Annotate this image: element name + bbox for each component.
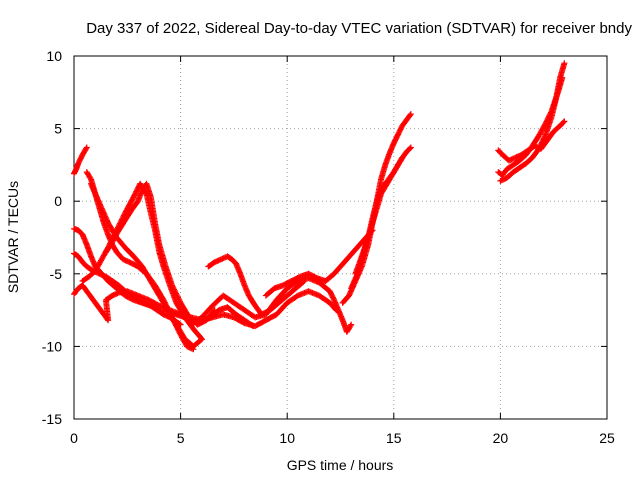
data-point: [116, 220, 123, 227]
data-point: [561, 60, 568, 67]
data-point: [407, 112, 414, 119]
data-point: [398, 155, 405, 162]
series-s1: [71, 144, 90, 177]
data-point: [399, 154, 406, 161]
series-s8: [79, 180, 205, 343]
plot-frame: [73, 55, 608, 420]
data-point: [106, 241, 113, 248]
data-point: [113, 227, 120, 234]
chart-title: Day 337 of 2022, Sidereal Day-to-day VTE…: [86, 20, 632, 37]
data-point: [130, 193, 137, 200]
x-tick-label: 15: [386, 430, 402, 446]
data-point: [134, 186, 141, 193]
data-point: [537, 143, 544, 150]
data-point: [407, 111, 414, 118]
data-point: [538, 139, 545, 146]
data-point: [347, 322, 354, 329]
data-point: [133, 187, 140, 194]
data-point: [114, 224, 121, 231]
y-axis-label: SDTVAR / TECUs: [5, 181, 21, 293]
data-point: [120, 213, 127, 220]
y-tick-label: 10: [46, 48, 62, 64]
x-tick-label: 20: [493, 430, 509, 446]
data-point: [104, 245, 111, 252]
data-point: [109, 236, 116, 243]
data-point: [211, 307, 218, 314]
data-point: [83, 144, 90, 151]
data-point: [114, 225, 121, 232]
series-s14: [352, 154, 406, 277]
data-point: [131, 191, 138, 198]
data-point: [210, 308, 217, 315]
data-point: [105, 243, 112, 250]
data-point: [407, 145, 414, 152]
series-s4: [71, 282, 340, 330]
y-tick-label: -15: [42, 411, 62, 427]
data-point: [198, 336, 205, 343]
data-point: [133, 188, 140, 195]
x-axis: 0 5 10 15 20 25: [70, 56, 615, 446]
y-axis: -15 -10 -5 0 5 10: [42, 48, 607, 427]
data-point: [108, 237, 115, 244]
data-point: [132, 189, 139, 196]
data-point: [107, 240, 114, 247]
y-tick-label: 0: [54, 193, 62, 209]
data-point: [112, 228, 119, 235]
data-point: [348, 321, 355, 328]
data-point: [118, 216, 125, 223]
data-point: [117, 219, 124, 226]
x-axis-label: GPS time / hours: [287, 457, 394, 473]
series-s11: [262, 227, 376, 299]
data-point: [540, 135, 547, 142]
data-point: [561, 118, 568, 125]
data-point: [110, 233, 117, 240]
y-tick-label: 5: [54, 121, 62, 137]
data-point: [541, 134, 548, 141]
x-tick-label: 0: [70, 430, 78, 446]
data-point: [107, 239, 114, 246]
data-point: [115, 223, 122, 230]
x-tick-label: 25: [599, 430, 615, 446]
data-point: [83, 145, 90, 152]
data-point: [535, 145, 542, 152]
data-series: [71, 60, 568, 353]
data-point: [540, 136, 547, 143]
data-point: [111, 231, 118, 238]
data-point: [112, 229, 119, 236]
series-s6: [88, 180, 205, 350]
data-point: [539, 138, 546, 145]
data-point: [197, 335, 204, 342]
data-point: [116, 221, 123, 228]
data-point: [109, 235, 116, 242]
data-point: [105, 244, 112, 251]
data-point: [537, 142, 544, 149]
data-point: [119, 215, 126, 222]
y-tick-label: -5: [50, 266, 63, 282]
x-tick-label: 10: [279, 430, 295, 446]
data-point: [120, 212, 127, 219]
data-point: [536, 144, 543, 151]
data-point: [131, 192, 138, 199]
data-point: [560, 119, 567, 126]
series-s17: [497, 60, 568, 184]
y-tick-label: -10: [42, 338, 62, 354]
data-point: [407, 144, 414, 151]
data-point: [538, 140, 545, 147]
x-tick-label: 5: [177, 430, 185, 446]
data-point: [111, 232, 118, 239]
data-point: [118, 217, 125, 224]
